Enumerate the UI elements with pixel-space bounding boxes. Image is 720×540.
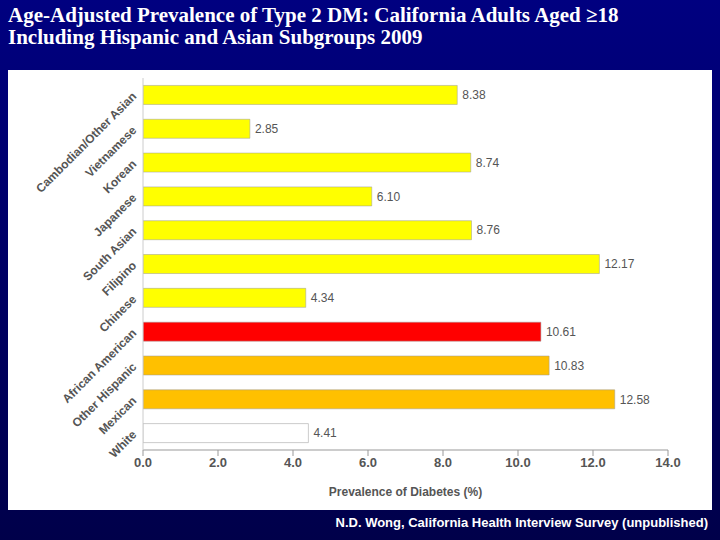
svg-text:14.0: 14.0 — [655, 455, 680, 470]
svg-text:2.0: 2.0 — [209, 455, 227, 470]
svg-text:African American: African American — [59, 326, 140, 406]
svg-text:6.0: 6.0 — [359, 455, 377, 470]
svg-text:8.0: 8.0 — [434, 455, 452, 470]
svg-text:12.17: 12.17 — [604, 257, 634, 271]
svg-text:Japanese: Japanese — [90, 190, 140, 240]
svg-text:8.74: 8.74 — [476, 156, 500, 170]
svg-text:Prevalence of Diabetes (%): Prevalence of Diabetes (%) — [329, 485, 482, 499]
svg-text:South Asian: South Asian — [80, 224, 140, 284]
svg-text:10.83: 10.83 — [554, 359, 584, 373]
svg-text:Vietnamese: Vietnamese — [82, 123, 140, 181]
svg-text:8.76: 8.76 — [477, 223, 501, 237]
svg-text:Korean: Korean — [100, 157, 139, 196]
svg-text:12.58: 12.58 — [620, 393, 650, 407]
svg-text:Filipino: Filipino — [99, 258, 139, 298]
svg-text:4.0: 4.0 — [284, 455, 302, 470]
svg-text:4.41: 4.41 — [313, 426, 337, 440]
svg-text:4.34: 4.34 — [311, 291, 335, 305]
svg-text:Cambodian/Other Asian: Cambodian/Other Asian — [33, 89, 139, 195]
html-text:Age-Adjusted Prevalence of Typ: Age-Adjusted Prevalence of Type 2 DM: Ca… — [8, 3, 619, 27]
html-text:N.D. Wong, California Health I: N.D. Wong, California Health Interview S… — [335, 515, 708, 530]
svg-text:8.38: 8.38 — [462, 88, 486, 102]
svg-text:Other Hispanic: Other Hispanic — [69, 359, 140, 431]
svg-text:10.61: 10.61 — [546, 325, 576, 339]
html-text:Including Hispanic and Asian S: Including Hispanic and Asian Subgroups 2… — [8, 25, 423, 49]
svg-text:0.0: 0.0 — [134, 455, 152, 470]
svg-text:Chinese: Chinese — [96, 292, 139, 335]
svg-text:White: White — [106, 427, 139, 460]
svg-text:10.0: 10.0 — [505, 455, 530, 470]
svg-text:12.0: 12.0 — [580, 455, 605, 470]
svg-text:6.10: 6.10 — [377, 190, 401, 204]
svg-text:2.85: 2.85 — [255, 122, 279, 136]
svg-text:Mexican: Mexican — [96, 394, 139, 437]
